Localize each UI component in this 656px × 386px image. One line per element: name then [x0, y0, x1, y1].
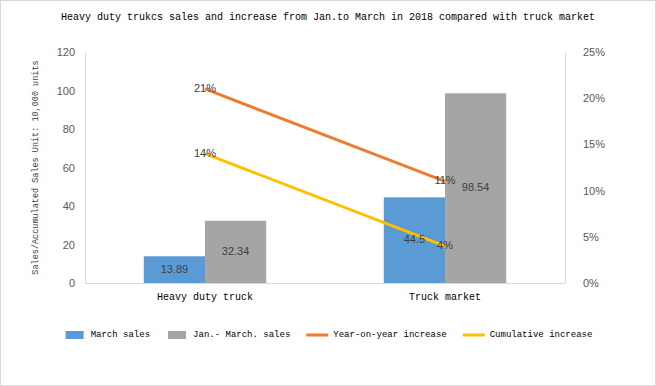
data-labels: 13.89 44.5 32.34 98.54 21% 11% 14% 4% [161, 82, 490, 275]
x-axis-line [86, 283, 566, 284]
legend-label: Jan.- March. sales [193, 330, 290, 340]
y2-tick-label: 0% [583, 277, 599, 289]
x-tick: Heavy duty truck [157, 283, 253, 303]
legend-swatch [463, 334, 485, 337]
y2-tick-label: 15% [583, 138, 605, 150]
y2-tick: 10% [565, 185, 605, 197]
legend-swatch [306, 334, 328, 337]
line-label: 4% [437, 239, 453, 251]
bar [205, 221, 266, 283]
bar [445, 93, 506, 283]
y-axis-title: Sales/Accumulated Sales Unit: 10,000 uni… [31, 60, 41, 274]
legend-item: Cumulative increase [463, 330, 593, 340]
y2-axis-line [565, 53, 566, 284]
legend-item: Year-on-year increase [306, 330, 446, 340]
y2-tick-label: 25% [583, 46, 605, 58]
y-tick-label: 40 [63, 200, 75, 212]
chart-title: Heavy duty trukcs sales and increase fro… [61, 12, 595, 23]
bar-label: 98.54 [462, 181, 490, 193]
line-label: 14% [194, 147, 216, 159]
y2-tick: 0% [565, 277, 599, 289]
legend-item: March sales [66, 330, 150, 340]
y-tick: 60 [63, 162, 85, 174]
y2-tick: 15% [565, 138, 605, 150]
y-tick-label: 80 [63, 123, 75, 135]
bar [144, 256, 205, 283]
bar-label: 44.5 [404, 233, 425, 245]
bar-label: 32.34 [222, 245, 250, 257]
y-tick-label: 120 [57, 46, 75, 58]
y-tick: 20 [63, 239, 85, 251]
plot-marks [144, 89, 506, 283]
y2-tick-label: 5% [583, 231, 599, 243]
legend-swatch [66, 331, 84, 339]
y-tick-label: 60 [63, 162, 75, 174]
x-axis: Heavy duty truck Truck market [86, 283, 566, 303]
y-tick-label: 20 [63, 239, 75, 251]
chart: Heavy duty trukcs sales and increase fro… [0, 0, 656, 386]
y-tick: 40 [63, 200, 85, 212]
y-tick: 120 [57, 46, 85, 58]
y-tick: 0 [69, 277, 85, 289]
y-tick: 100 [57, 85, 85, 97]
y2-tick-label: 20% [583, 92, 605, 104]
y-tick: 80 [63, 123, 85, 135]
legend: March sales Jan.- March. sales Year-on-yea… [66, 330, 593, 340]
line-label: 11% [434, 174, 455, 186]
y2-tick: 5% [565, 231, 599, 243]
legend-label: Year-on-year increase [333, 330, 446, 340]
line [205, 154, 445, 246]
legend-label: March sales [91, 330, 150, 340]
x-tick-label: Truck market [409, 292, 481, 303]
x-tick: Truck market [409, 283, 481, 303]
y-tick-label: 100 [57, 85, 75, 97]
chart-border [1, 1, 656, 386]
y-tick-label: 0 [69, 277, 75, 289]
legend-item: Jan.- March. sales [168, 330, 290, 340]
line-label: 21% [194, 82, 216, 94]
bar-label: 13.89 [161, 263, 189, 275]
x-tick-label: Heavy duty truck [157, 292, 253, 303]
y2-tick-label: 10% [583, 185, 605, 197]
y2-tick: 20% [565, 92, 605, 104]
bar [384, 197, 445, 283]
legend-swatch [168, 331, 186, 339]
y-axis: 0 20 40 60 80 100 120 [57, 46, 86, 289]
y-axis-line [85, 53, 86, 284]
y2-tick: 25% [565, 46, 605, 58]
legend-label: Cumulative increase [490, 330, 593, 340]
y2-axis: 0% 5% 10% 15% 20% 25% [565, 46, 605, 289]
